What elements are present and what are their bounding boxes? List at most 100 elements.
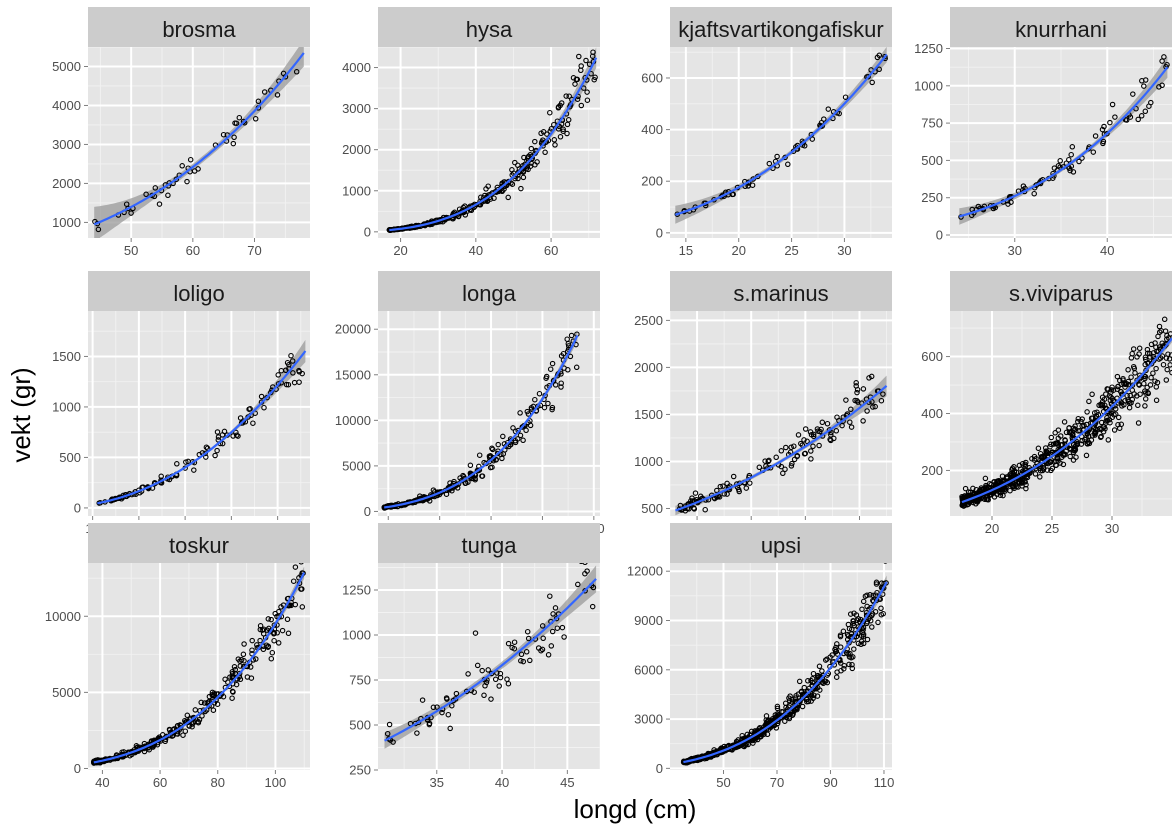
data-point [285,630,292,637]
y-tick-label: 5000 [52,59,81,74]
data-point [880,391,886,397]
data-point [561,634,567,640]
data-point [564,121,571,128]
data-point [822,678,829,684]
data-point [810,443,816,450]
data-point [788,463,795,469]
data-point [787,693,793,699]
data-point [739,732,745,739]
data-point [1168,352,1172,358]
facet-strip [670,7,892,47]
data-point [565,343,572,349]
y-tick-label: 6000 [634,662,663,677]
data-point [1001,485,1007,491]
data-point [833,648,840,654]
data-point [1052,430,1058,436]
data-point [848,406,854,413]
data-point [582,588,588,594]
data-point [1082,436,1088,443]
facet-panel-tunga: tunga 35 40 45 250 500 750 1000 1250 [342,523,600,790]
panel-background [670,563,892,770]
data-point [810,670,817,677]
data-point [484,198,491,205]
data-point [862,593,869,599]
data-point [549,406,555,413]
y-tick-label: 1500 [52,349,81,364]
y-tick-label: 0 [656,761,663,776]
data-point [1148,374,1154,381]
data-point [212,452,218,459]
data-point [232,666,239,673]
data-point [512,439,519,446]
panel-plot-area [670,563,892,770]
data-point [1118,400,1125,406]
y-tick-label: 20000 [335,322,371,337]
data-point [1061,419,1068,425]
data-point [453,690,460,697]
data-point [1125,367,1131,373]
data-point [384,730,391,737]
data-point [847,419,853,425]
data-point [590,584,597,591]
data-point [789,460,795,467]
data-point [248,675,255,681]
data-point [245,414,251,420]
data-point [215,434,222,440]
data-point [1153,344,1159,350]
data-point [545,652,552,658]
data-point [1169,369,1172,376]
data-point [575,581,581,588]
data-point [834,414,840,420]
data-point [1155,333,1161,340]
data-point [805,678,811,684]
data-point [1128,374,1134,380]
data-point [1070,425,1077,431]
data-point [570,75,577,81]
y-tick-label: 2000 [634,360,663,375]
data-point [789,699,796,705]
data-point [1086,398,1092,405]
data-point [1115,414,1122,421]
data-point [434,704,440,710]
y-tick-label: 200 [921,463,943,478]
data-point [209,692,215,698]
data-point [1115,421,1121,428]
data-point [808,677,814,684]
data-point [822,657,829,663]
data-point [532,396,538,403]
data-point [444,696,450,702]
data-point [691,506,698,512]
data-point [219,432,226,438]
x-tick-label: 35 [430,775,444,790]
data-point [792,695,799,701]
data-point [1112,411,1119,417]
facet-strip [670,523,892,563]
data-point [1086,440,1093,447]
data-point [831,435,837,442]
data-point [547,366,554,372]
data-point [1112,114,1118,120]
data-point [476,452,483,458]
data-point [510,425,516,431]
data-point [576,53,582,60]
data-point [196,717,203,723]
data-point [246,406,252,412]
data-point [795,432,802,438]
data-point [783,444,789,451]
data-point [772,712,779,718]
data-point [1066,165,1073,171]
data-point [1100,140,1106,147]
x-tick-label: 70 [247,243,261,258]
data-point [275,640,282,646]
data-point [1126,400,1133,406]
data-point [1092,426,1099,433]
data-point [804,438,810,445]
data-point [878,605,884,612]
data-point [1085,433,1092,439]
confidence-ribbon [94,47,304,238]
data-point [1040,464,1047,471]
data-point [878,580,885,586]
data-point [852,630,859,637]
data-point [550,611,556,617]
y-tick-label: 2500 [634,313,663,328]
